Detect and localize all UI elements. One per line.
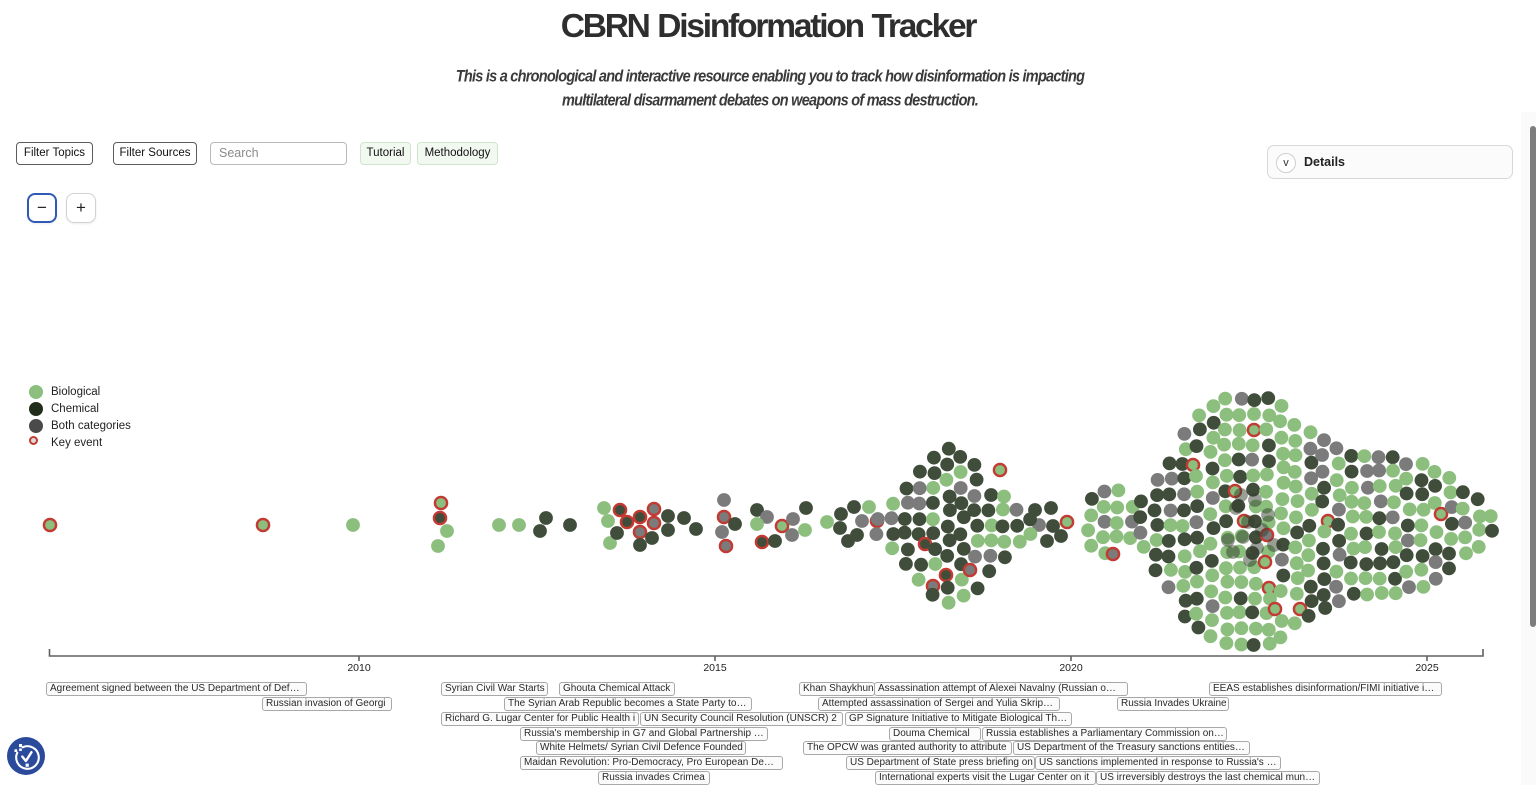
svg-text:2015: 2015	[703, 662, 727, 674]
svg-text:2025: 2025	[1415, 662, 1439, 674]
svg-text:2020: 2020	[1059, 662, 1083, 674]
svg-text:2010: 2010	[347, 662, 371, 674]
